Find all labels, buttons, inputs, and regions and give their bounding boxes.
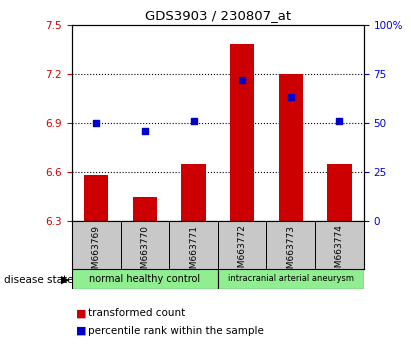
Bar bbox=[181, 164, 206, 221]
FancyBboxPatch shape bbox=[72, 269, 218, 289]
Text: ■: ■ bbox=[76, 308, 87, 318]
Text: disease state: disease state bbox=[4, 275, 74, 285]
Text: GSM663771: GSM663771 bbox=[189, 224, 198, 280]
Point bbox=[190, 118, 197, 124]
Point bbox=[141, 128, 148, 134]
Point bbox=[239, 77, 245, 82]
Bar bbox=[279, 74, 303, 221]
Point bbox=[93, 120, 99, 126]
Text: transformed count: transformed count bbox=[88, 308, 186, 318]
Bar bbox=[327, 164, 351, 221]
Text: ■: ■ bbox=[76, 326, 87, 336]
Bar bbox=[84, 175, 109, 221]
Text: GSM663772: GSM663772 bbox=[238, 224, 247, 279]
Bar bbox=[230, 45, 254, 221]
Title: GDS3903 / 230807_at: GDS3903 / 230807_at bbox=[145, 9, 291, 22]
Text: GSM663770: GSM663770 bbox=[141, 224, 149, 280]
Bar bbox=[133, 197, 157, 221]
Point bbox=[287, 95, 294, 100]
Text: percentile rank within the sample: percentile rank within the sample bbox=[88, 326, 264, 336]
Text: GSM663773: GSM663773 bbox=[286, 224, 295, 280]
FancyBboxPatch shape bbox=[218, 269, 364, 289]
Text: GSM663774: GSM663774 bbox=[335, 224, 344, 279]
Text: normal healthy control: normal healthy control bbox=[89, 274, 201, 284]
Text: intracranial arterial aneurysm: intracranial arterial aneurysm bbox=[228, 274, 354, 283]
Text: ▶: ▶ bbox=[61, 275, 69, 285]
Point bbox=[336, 118, 343, 124]
Text: GSM663769: GSM663769 bbox=[92, 224, 101, 280]
